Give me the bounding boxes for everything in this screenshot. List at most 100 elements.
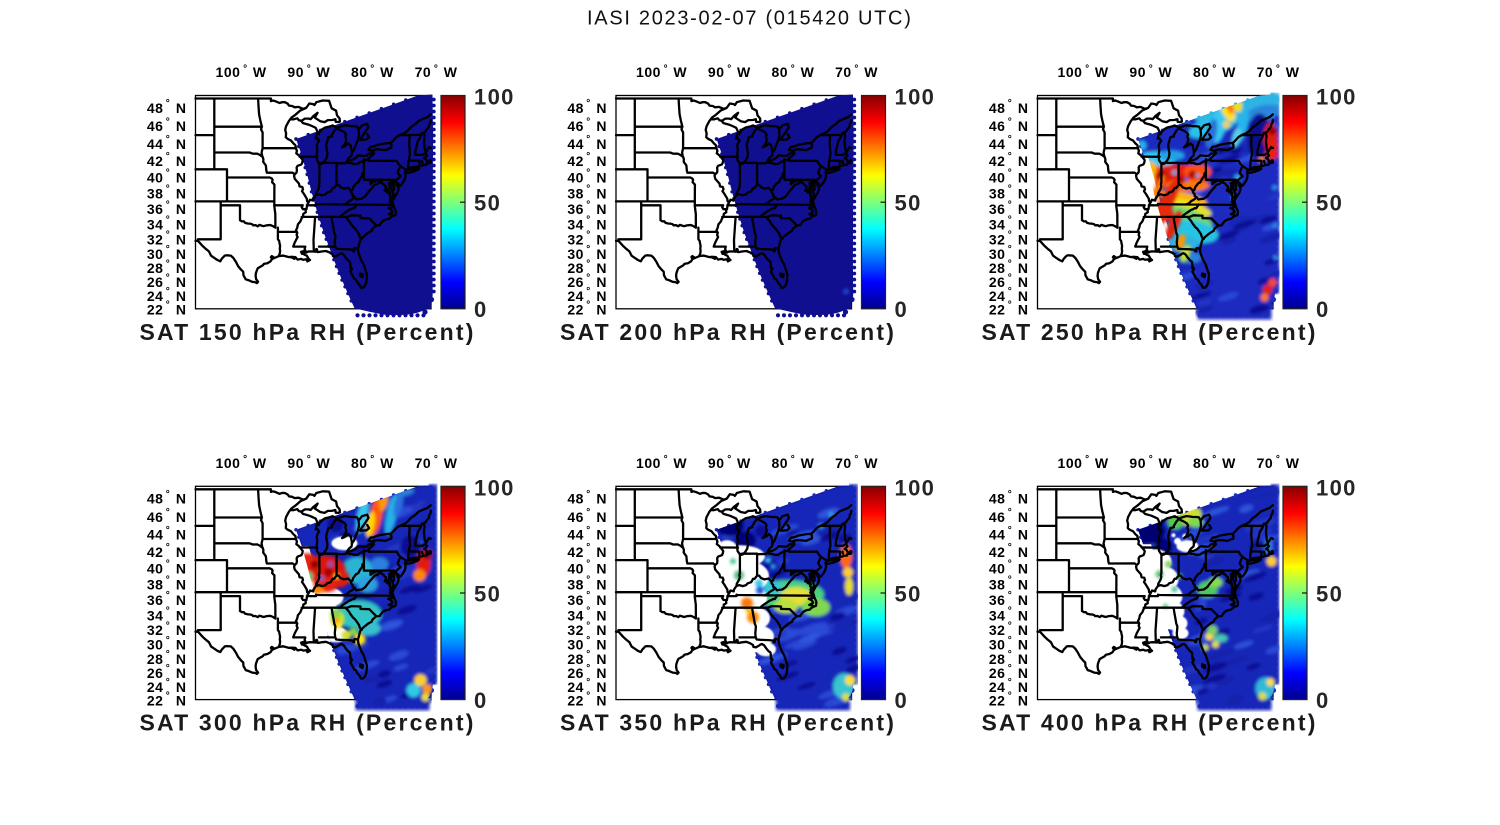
svg-text:°: °	[1008, 677, 1012, 688]
svg-text:50: 50	[1316, 581, 1343, 606]
svg-text:SAT 200 hPa RH (Percent): SAT 200 hPa RH (Percent)	[560, 319, 896, 345]
svg-text:0: 0	[474, 297, 488, 322]
svg-text:°: °	[166, 559, 170, 570]
svg-text:40: 40	[567, 170, 584, 186]
svg-text:N: N	[596, 509, 606, 525]
svg-text:28: 28	[989, 260, 1006, 276]
svg-text:W: W	[864, 64, 878, 80]
svg-text:N: N	[596, 302, 606, 318]
svg-text:36: 36	[567, 592, 584, 608]
svg-text:N: N	[596, 118, 606, 134]
svg-text:80: 80	[1193, 455, 1210, 471]
svg-text:°: °	[586, 134, 590, 145]
svg-text:W: W	[253, 455, 267, 471]
svg-text:22: 22	[567, 692, 584, 708]
svg-text:°: °	[664, 63, 668, 74]
svg-text:80: 80	[351, 455, 368, 471]
svg-text:°: °	[1008, 575, 1012, 586]
svg-text:°: °	[166, 677, 170, 688]
svg-text:°: °	[1008, 691, 1012, 702]
svg-text:°: °	[166, 230, 170, 241]
svg-text:48: 48	[147, 100, 164, 116]
svg-text:N: N	[1018, 302, 1028, 318]
svg-text:°: °	[586, 525, 590, 536]
svg-text:°: °	[1008, 590, 1012, 601]
svg-text:N: N	[1018, 100, 1028, 116]
svg-text:34: 34	[567, 607, 584, 623]
svg-text:N: N	[176, 118, 186, 134]
svg-text:40: 40	[989, 170, 1006, 186]
svg-text:°: °	[586, 489, 590, 500]
svg-text:38: 38	[989, 576, 1006, 592]
svg-text:°: °	[166, 168, 170, 179]
svg-text:46: 46	[567, 118, 584, 134]
svg-text:32: 32	[989, 622, 1006, 638]
svg-text:50: 50	[1316, 191, 1343, 216]
svg-text:30: 30	[989, 637, 1006, 653]
svg-text:°: °	[166, 244, 170, 255]
svg-text:26: 26	[567, 665, 584, 681]
svg-text:42: 42	[567, 544, 584, 560]
svg-text:N: N	[176, 560, 186, 576]
svg-text:36: 36	[147, 592, 164, 608]
svg-text:°: °	[1008, 525, 1012, 536]
svg-text:N: N	[1018, 491, 1028, 507]
svg-text:38: 38	[989, 186, 1006, 202]
svg-text:50: 50	[474, 581, 501, 606]
svg-text:°: °	[586, 286, 590, 297]
svg-text:°: °	[166, 98, 170, 109]
svg-text:W: W	[1095, 455, 1109, 471]
svg-text:100: 100	[1316, 85, 1357, 110]
svg-text:22: 22	[989, 692, 1006, 708]
svg-text:80: 80	[351, 64, 368, 80]
svg-text:°: °	[434, 63, 438, 74]
svg-text:N: N	[596, 186, 606, 202]
svg-text:N: N	[1018, 651, 1028, 667]
svg-text:°: °	[1276, 63, 1280, 74]
svg-text:36: 36	[989, 592, 1006, 608]
svg-text:32: 32	[567, 622, 584, 638]
svg-text:N: N	[176, 288, 186, 304]
svg-text:°: °	[854, 63, 858, 74]
svg-text:°: °	[1008, 244, 1012, 255]
svg-text:46: 46	[147, 118, 164, 134]
svg-text:50: 50	[474, 191, 501, 216]
svg-text:100: 100	[1316, 476, 1357, 501]
svg-text:30: 30	[567, 246, 584, 262]
svg-text:N: N	[1018, 231, 1028, 247]
svg-text:W: W	[317, 64, 331, 80]
svg-text:°: °	[1008, 168, 1012, 179]
svg-text:W: W	[864, 455, 878, 471]
svg-text:24: 24	[147, 288, 164, 304]
svg-text:°: °	[586, 230, 590, 241]
svg-text:°: °	[586, 184, 590, 195]
svg-text:N: N	[1018, 201, 1028, 217]
svg-text:°: °	[1008, 215, 1012, 226]
svg-text:°: °	[586, 649, 590, 660]
svg-text:°: °	[1008, 98, 1012, 109]
svg-text:70: 70	[835, 64, 852, 80]
svg-text:N: N	[176, 651, 186, 667]
svg-text:100: 100	[474, 476, 515, 501]
svg-text:°: °	[1008, 116, 1012, 127]
svg-text:N: N	[176, 576, 186, 592]
svg-text:48: 48	[989, 100, 1006, 116]
svg-text:°: °	[586, 691, 590, 702]
svg-text:40: 40	[147, 560, 164, 576]
svg-text:0: 0	[895, 688, 909, 713]
svg-text:90: 90	[287, 455, 304, 471]
svg-text:38: 38	[567, 576, 584, 592]
svg-text:48: 48	[567, 491, 584, 507]
svg-text:°: °	[166, 620, 170, 631]
svg-text:IASI 2023-02-07 (015420 UTC): IASI 2023-02-07 (015420 UTC)	[587, 7, 913, 29]
svg-text:°: °	[586, 542, 590, 553]
svg-text:26: 26	[567, 274, 584, 290]
svg-text:N: N	[1018, 679, 1028, 695]
svg-text:46: 46	[989, 118, 1006, 134]
svg-text:100: 100	[1058, 64, 1083, 80]
svg-text:44: 44	[989, 136, 1006, 152]
svg-text:SAT 300 hPa RH (Percent): SAT 300 hPa RH (Percent)	[139, 710, 475, 736]
svg-text:40: 40	[147, 170, 164, 186]
svg-text:90: 90	[708, 64, 725, 80]
svg-text:°: °	[1212, 454, 1216, 465]
